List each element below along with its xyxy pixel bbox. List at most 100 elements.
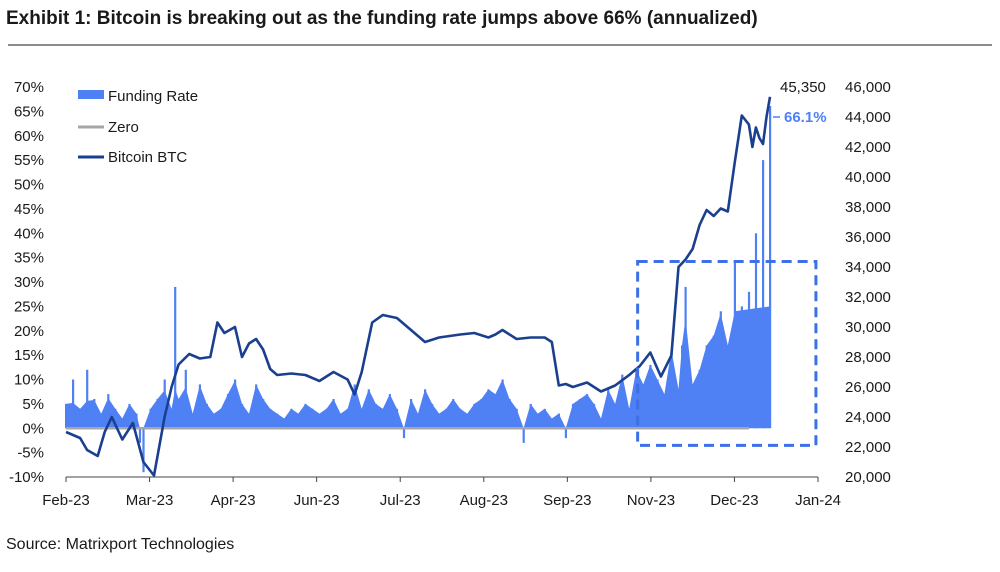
funding-rate-bar xyxy=(642,384,645,429)
title-divider xyxy=(8,44,992,46)
funding-rate-bar xyxy=(121,418,124,429)
funding-rate-bar xyxy=(494,394,497,429)
funding-rate-bar xyxy=(438,413,441,429)
funding-rate-bar xyxy=(501,379,504,429)
funding-rate-bar xyxy=(600,418,603,429)
funding-rate-bar xyxy=(114,408,117,429)
funding-rate-bar xyxy=(360,408,363,429)
left-tick-label: 0% xyxy=(22,420,44,437)
funding-rate-bar xyxy=(339,413,342,429)
funding-rate-bar xyxy=(571,403,575,429)
right-tick-label: 24,000 xyxy=(845,409,891,426)
funding-rate-last-value-label: 66.1% xyxy=(784,109,827,126)
funding-rate-bar xyxy=(564,428,567,439)
funding-rate-bar xyxy=(255,384,258,429)
right-tick-label: 44,000 xyxy=(845,109,891,126)
funding-rate-bar xyxy=(135,413,138,429)
left-axis-ticks: -10% -5% 0% 5% 10% 15% 20% 25% 30% 35% 40% 45% 50% 55… xyxy=(9,79,44,486)
funding-rate-bar xyxy=(663,394,666,429)
left-tick-label: 25% xyxy=(14,298,44,315)
left-tick-label: 50% xyxy=(14,177,44,194)
x-tick-label: Dec-23 xyxy=(710,492,758,509)
x-axis-ticks: Feb-23 Mar-23 Apr-23 Jun-23 Jul-23 Aug-23 Sep-… xyxy=(42,477,841,509)
funding-rate-bar xyxy=(754,233,758,429)
x-tick-label: Nov-23 xyxy=(627,492,675,509)
funding-rate-bar xyxy=(374,403,377,429)
legend-label-zero: Zero xyxy=(108,119,139,136)
left-tick-label: 35% xyxy=(14,250,44,267)
x-tick-label: Aug-23 xyxy=(460,492,508,509)
chart-title: Exhibit 1: Bitcoin is breaking out as th… xyxy=(6,8,758,29)
funding-rate-bar xyxy=(522,428,525,443)
funding-rate-bar xyxy=(142,428,145,473)
funding-rate-bar xyxy=(276,413,279,429)
funding-rate-bar xyxy=(670,350,673,429)
funding-rate-bar xyxy=(578,399,582,429)
funding-rate-bar xyxy=(536,413,539,429)
funding-rate-bar xyxy=(621,374,624,429)
funding-rate-bar xyxy=(311,408,314,429)
funding-rate-bar xyxy=(163,379,166,429)
x-tick-label: Jan-24 xyxy=(795,492,841,509)
funding-rate-bar xyxy=(424,389,427,429)
right-tick-label: 34,000 xyxy=(845,259,891,276)
funding-rate-bar xyxy=(65,403,68,429)
funding-rate-bar xyxy=(381,408,384,429)
funding-rate-bar xyxy=(353,384,356,429)
funding-rate-bar xyxy=(733,262,736,429)
funding-rate-bar xyxy=(614,403,617,429)
funding-rate-bar xyxy=(395,408,399,429)
funding-rate-bar xyxy=(452,399,455,429)
funding-rate-bar xyxy=(248,413,251,429)
right-tick-label: 28,000 xyxy=(845,349,891,366)
right-tick-label: 42,000 xyxy=(845,139,891,156)
funding-rate-bar xyxy=(149,408,152,429)
funding-rate-bar xyxy=(431,403,434,429)
funding-rate-bar xyxy=(205,403,208,429)
left-tick-label: 10% xyxy=(14,372,44,389)
funding-rate-bar xyxy=(402,428,406,439)
funding-rate-bar xyxy=(304,403,307,429)
funding-rate-bar xyxy=(473,403,476,429)
right-axis-ticks: 20,000 22,000 24,000 26,000 28,000 30,000 32,0… xyxy=(845,79,891,486)
funding-rate-bar xyxy=(226,394,230,429)
funding-rate-bars xyxy=(65,106,772,473)
funding-rate-bar xyxy=(290,408,293,429)
funding-rate-bar xyxy=(466,413,469,429)
left-tick-label: 5% xyxy=(22,396,44,413)
funding-rate-bar xyxy=(346,408,349,429)
right-tick-label: 36,000 xyxy=(845,229,891,246)
funding-rate-bar xyxy=(529,403,532,429)
x-tick-label: Sep-23 xyxy=(543,492,591,509)
funding-rate-bar xyxy=(174,286,177,429)
right-tick-label: 32,000 xyxy=(845,289,891,306)
funding-rate-bar xyxy=(747,291,751,429)
funding-rate-bar xyxy=(138,428,142,443)
funding-rate-bar xyxy=(283,418,286,429)
left-tick-label: 20% xyxy=(14,323,44,340)
funding-rate-bar xyxy=(762,160,765,429)
right-tick-label: 46,000 xyxy=(845,79,891,96)
funding-rate-bar xyxy=(318,413,321,429)
funding-rate-bar xyxy=(593,403,596,429)
funding-rate-bar xyxy=(557,413,560,429)
btc-price-line xyxy=(65,96,772,477)
funding-rate-bar xyxy=(684,286,687,429)
funding-rate-bar xyxy=(184,369,187,429)
funding-rate-bar xyxy=(93,399,96,429)
funding-rate-bar xyxy=(508,399,511,429)
right-tick-label: 40,000 xyxy=(845,169,891,186)
funding-rate-bar xyxy=(262,399,265,429)
right-tick-label: 22,000 xyxy=(845,439,891,456)
funding-rate-bar xyxy=(128,403,131,429)
funding-rate-bar xyxy=(325,408,328,429)
left-tick-label: 15% xyxy=(14,347,44,364)
funding-rate-bar xyxy=(705,345,708,429)
funding-rate-bar xyxy=(586,394,589,429)
funding-rate-bar xyxy=(269,408,272,429)
funding-rate-bar xyxy=(191,413,194,429)
highlight-box xyxy=(636,260,818,447)
funding-rate-bar xyxy=(107,394,110,429)
funding-rate-bar xyxy=(543,408,546,429)
funding-rate-bar xyxy=(712,335,715,429)
